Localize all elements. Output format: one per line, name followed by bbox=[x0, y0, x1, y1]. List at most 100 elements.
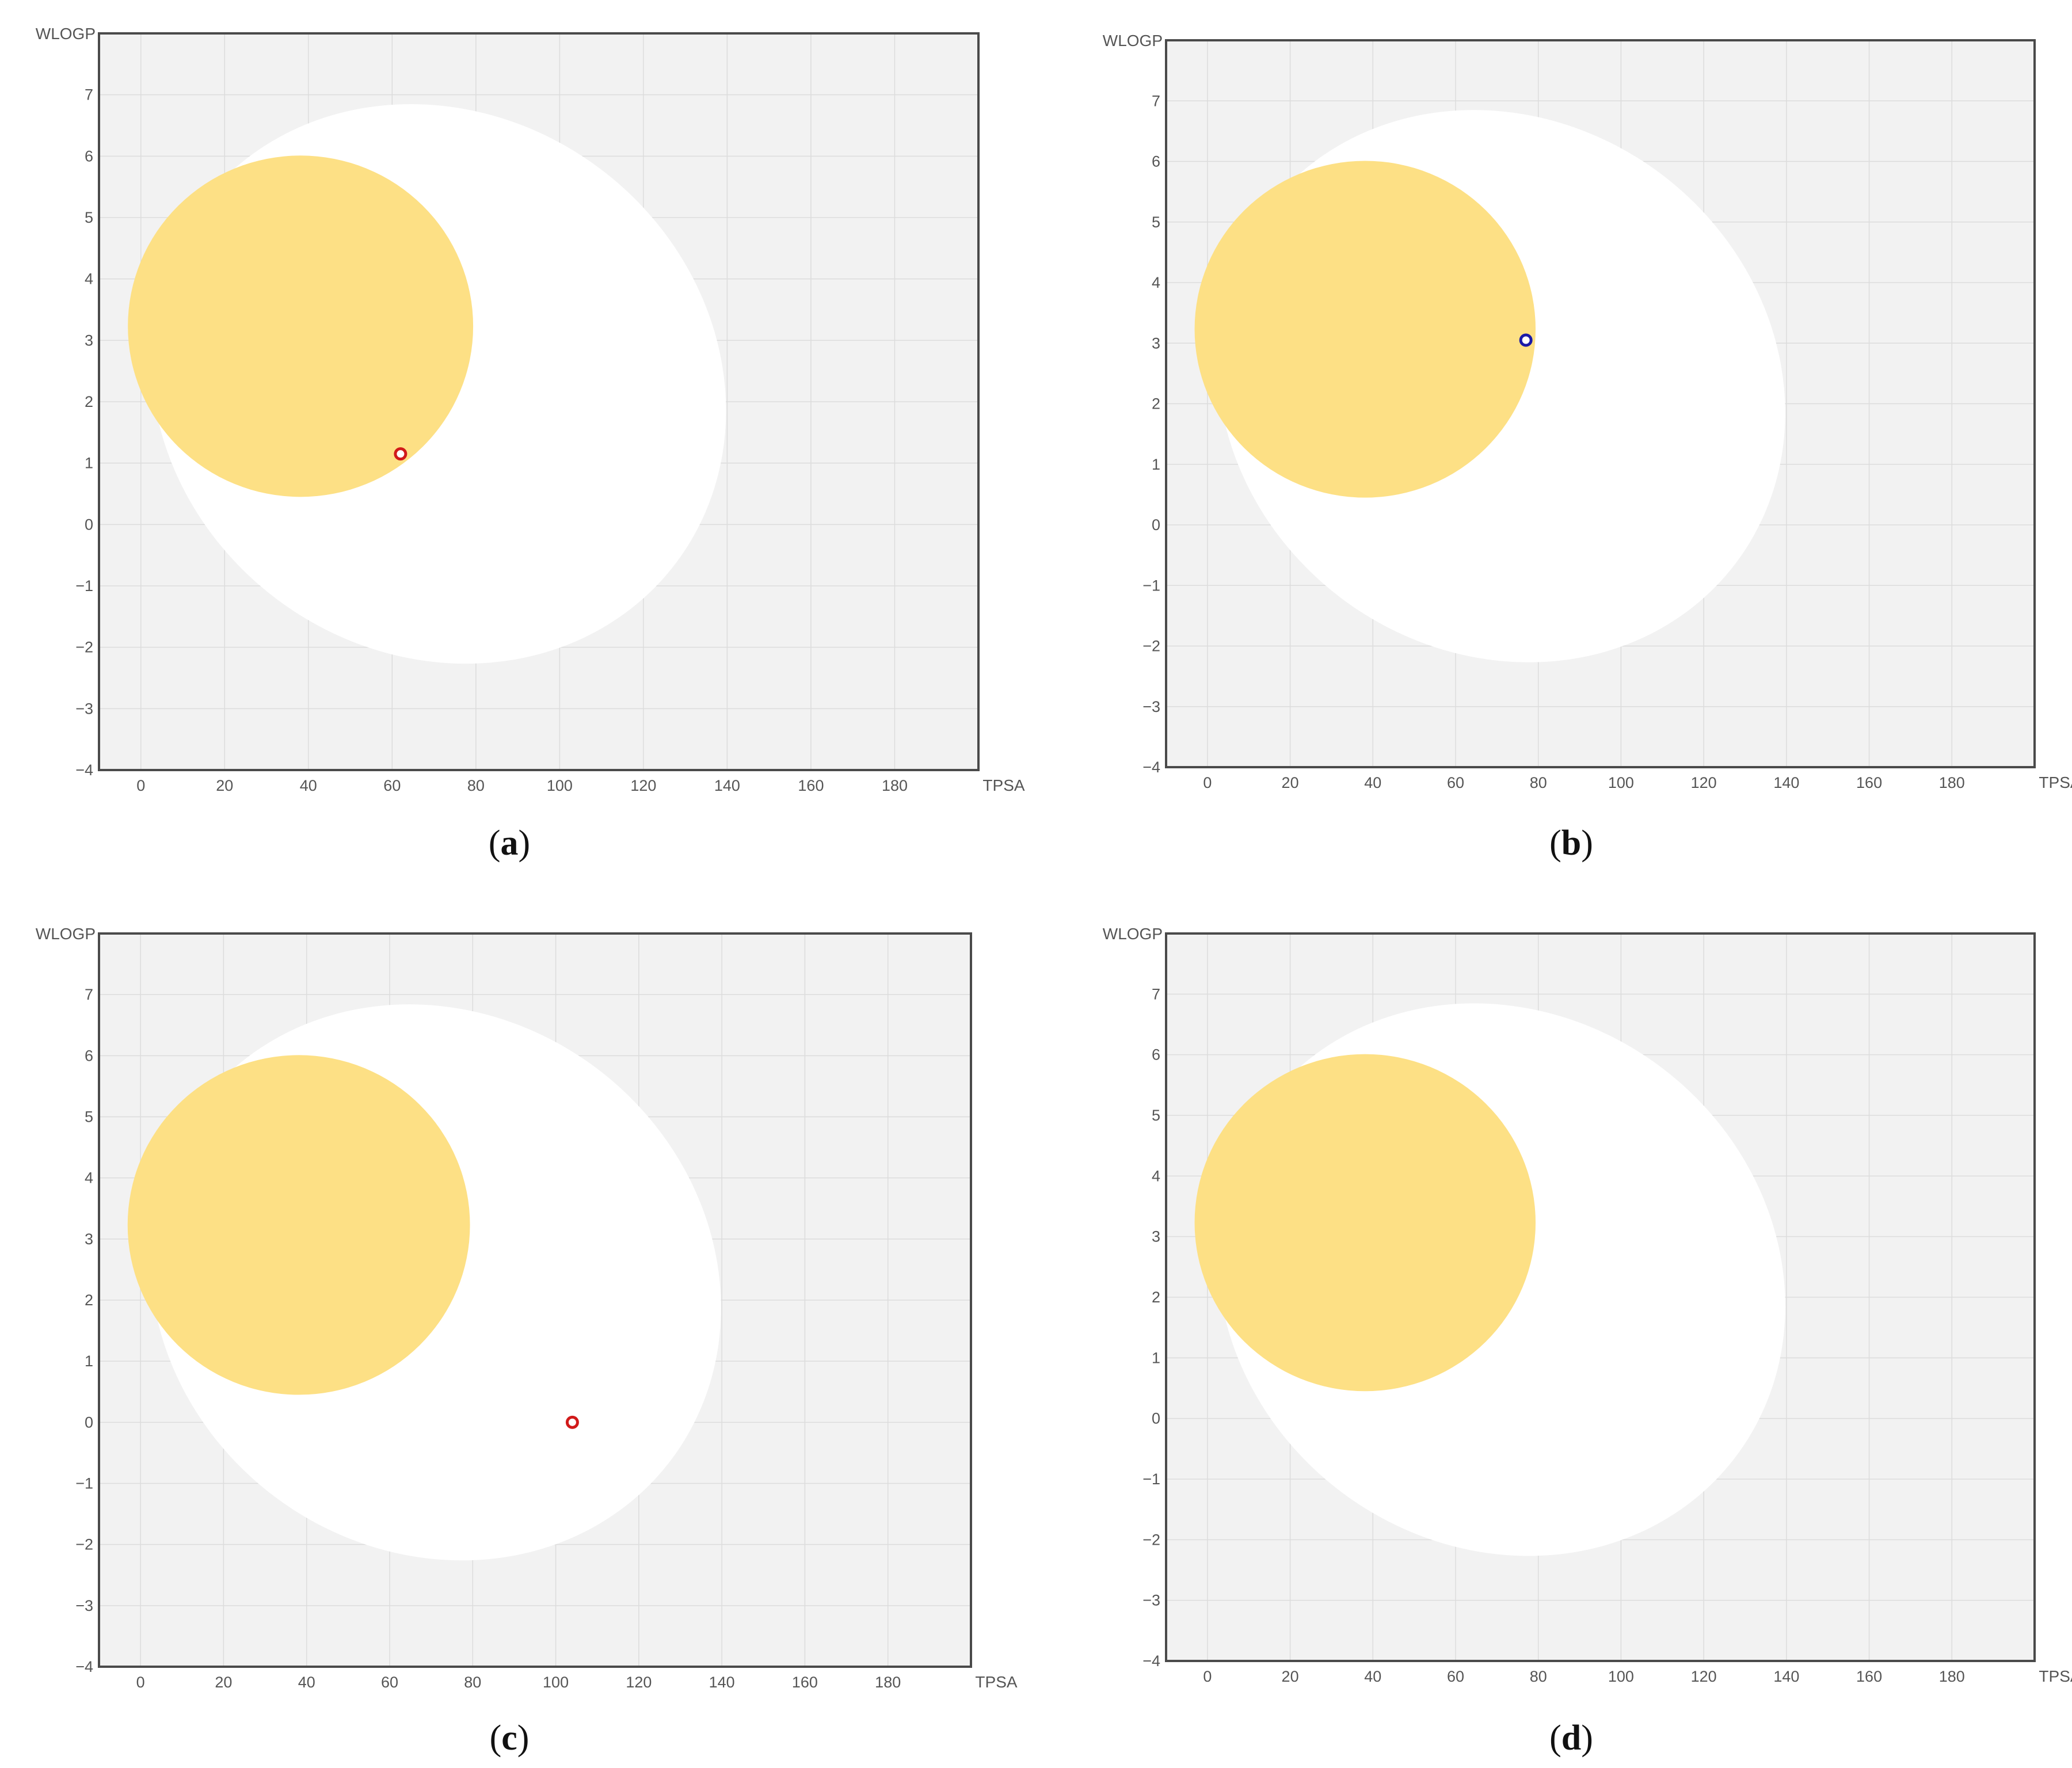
caption-b: (b) bbox=[1549, 824, 1593, 863]
x-tick-label: 120 bbox=[630, 777, 656, 794]
y-tick-label: 4 bbox=[85, 270, 93, 288]
y-tick-label: 7 bbox=[1152, 92, 1160, 109]
x-tick-label: 60 bbox=[381, 1674, 398, 1691]
y-tick-label: 1 bbox=[1152, 1349, 1160, 1366]
y-tick-label: 1 bbox=[85, 455, 93, 472]
y-tick-label: 4 bbox=[85, 1169, 93, 1187]
y-tick-label: −4 bbox=[75, 1658, 93, 1675]
y-tick-label: 7 bbox=[1152, 985, 1160, 1003]
y-tick-label: −4 bbox=[75, 761, 93, 779]
molecule-point bbox=[565, 1415, 579, 1429]
x-tick-label: 20 bbox=[215, 1674, 232, 1691]
x-tick-label: 120 bbox=[1691, 774, 1717, 791]
bbb-yolk-region bbox=[128, 155, 474, 497]
y-axis-title: WLOGP bbox=[36, 25, 96, 43]
x-tick-label: 20 bbox=[216, 777, 233, 794]
caption-d: (d) bbox=[1549, 1719, 1593, 1758]
y-tick-label: 5 bbox=[85, 1108, 93, 1126]
y-tick-label: 2 bbox=[1152, 395, 1160, 413]
x-tick-label: 100 bbox=[1608, 1668, 1634, 1685]
y-tick-label: −4 bbox=[1142, 759, 1160, 776]
y-tick-label: 3 bbox=[1152, 1228, 1160, 1245]
chart-panel-a: 0 20 40 60 80 100 120 140 160 180 −4 −3 −2 −1 0 1 2 3 4 5 6 7… bbox=[0, 0, 1036, 884]
x-tick-label: 40 bbox=[1364, 774, 1381, 791]
y-tick-label: −3 bbox=[75, 700, 93, 717]
x-tick-label: 0 bbox=[1203, 1668, 1212, 1685]
x-tick-label: 80 bbox=[1530, 1668, 1547, 1685]
y-axis-title: WLOGP bbox=[1103, 32, 1163, 49]
y-tick-label: −1 bbox=[75, 1475, 93, 1492]
y-tick-label: 1 bbox=[85, 1352, 93, 1370]
y-tick-label: −3 bbox=[1142, 698, 1160, 715]
x-tick-label: 160 bbox=[798, 777, 824, 794]
x-tick-label: 140 bbox=[1773, 774, 1799, 791]
y-tick-label: 4 bbox=[1152, 1167, 1160, 1184]
plot-frame bbox=[1165, 932, 2036, 1662]
x-axis-title: TPSA bbox=[2039, 1667, 2072, 1685]
x-tick-label: 140 bbox=[709, 1674, 735, 1691]
boiled-egg-chart-b: 0 20 40 60 80 100 120 140 160 180 −4 −3 −2 −1 0 1 2 3 4 5 6 7… bbox=[1103, 32, 2072, 791]
x-tick-label: 20 bbox=[1282, 1668, 1299, 1685]
x-tick-label: 180 bbox=[1939, 1668, 1965, 1685]
bbb-yolk-region bbox=[127, 1055, 470, 1395]
x-tick-label: 40 bbox=[300, 777, 317, 794]
y-tick-label: 3 bbox=[85, 1230, 93, 1248]
boiled-egg-chart-a: 0 20 40 60 80 100 120 140 160 180 −4 −3 −2 −1 0 1 2 3 4 5 6 7… bbox=[36, 25, 1025, 794]
x-axis-title: TPSA bbox=[2039, 774, 2072, 791]
y-tick-label: 0 bbox=[85, 1413, 93, 1431]
plot-frame bbox=[1165, 39, 2036, 768]
x-tick-label: 160 bbox=[1856, 774, 1882, 791]
y-tick-label: 2 bbox=[85, 393, 93, 410]
y-tick-label: 5 bbox=[1152, 214, 1160, 231]
y-tick-label: −2 bbox=[1142, 1531, 1160, 1548]
x-tick-label: 0 bbox=[136, 777, 145, 794]
x-tick-label: 40 bbox=[1364, 1668, 1381, 1685]
y-tick-label: 2 bbox=[1152, 1289, 1160, 1306]
chart-panel-d: 0 20 40 60 80 100 120 140 160 180 −4 −3 −2 −1 0 1 2 3 4 5 6 7… bbox=[1036, 884, 2072, 1768]
x-tick-label: 0 bbox=[1203, 774, 1212, 791]
y-tick-label: 0 bbox=[1152, 1410, 1160, 1427]
x-tick-label: 180 bbox=[1939, 774, 1965, 791]
boiled-egg-chart-d: 0 20 40 60 80 100 120 140 160 180 −4 −3 −2 −1 0 1 2 3 4 5 6 7… bbox=[1103, 925, 2072, 1685]
y-tick-label: 4 bbox=[1152, 274, 1160, 291]
x-tick-label: 180 bbox=[882, 777, 908, 794]
x-tick-label: 60 bbox=[1447, 774, 1464, 791]
chart-panel-c: 0 20 40 60 80 100 120 140 160 180 −4 −3 −2 −1 0 1 2 3 4 5 6 7… bbox=[0, 884, 1036, 1768]
plot-frame bbox=[98, 32, 980, 771]
x-tick-label: 100 bbox=[543, 1674, 569, 1691]
x-tick-label: 0 bbox=[136, 1674, 145, 1691]
x-tick-label: 140 bbox=[714, 777, 740, 794]
chart-panel-b: 0 20 40 60 80 100 120 140 160 180 −4 −3 −2 −1 0 1 2 3 4 5 6 7… bbox=[1036, 0, 2072, 884]
y-axis-title: WLOGP bbox=[36, 925, 96, 943]
caption-a: (a) bbox=[488, 824, 531, 863]
y-axis-title: WLOGP bbox=[1103, 925, 1163, 943]
y-tick-label: 3 bbox=[1152, 334, 1160, 352]
y-tick-label: −2 bbox=[75, 1536, 93, 1553]
y-tick-label: 0 bbox=[1152, 516, 1160, 534]
x-axis-title: TPSA bbox=[975, 1673, 1017, 1691]
x-tick-label: 20 bbox=[1282, 774, 1299, 791]
caption-c: (c) bbox=[489, 1719, 530, 1758]
y-tick-label: 7 bbox=[85, 986, 93, 1003]
y-tick-label: −3 bbox=[75, 1597, 93, 1614]
x-tick-label: 120 bbox=[626, 1674, 652, 1691]
x-tick-label: 80 bbox=[464, 1674, 481, 1691]
x-tick-label: 80 bbox=[467, 777, 485, 794]
molecule-point bbox=[1519, 333, 1533, 347]
x-tick-label: 100 bbox=[547, 777, 573, 794]
x-tick-label: 40 bbox=[298, 1674, 315, 1691]
y-tick-label: 6 bbox=[85, 147, 93, 165]
x-tick-label: 180 bbox=[875, 1674, 901, 1691]
y-tick-label: 2 bbox=[85, 1291, 93, 1309]
x-tick-label: 120 bbox=[1691, 1668, 1717, 1685]
y-tick-label: −3 bbox=[1142, 1592, 1160, 1609]
y-tick-label: −1 bbox=[1142, 577, 1160, 594]
x-tick-label: 160 bbox=[792, 1674, 818, 1691]
molecule-point bbox=[394, 447, 407, 461]
x-axis-title: TPSA bbox=[982, 776, 1024, 794]
y-tick-label: −2 bbox=[75, 639, 93, 656]
x-tick-label: 60 bbox=[1447, 1668, 1464, 1685]
y-tick-label: 1 bbox=[1152, 456, 1160, 473]
y-tick-label: 5 bbox=[1152, 1107, 1160, 1124]
boiled-egg-chart-c: 0 20 40 60 80 100 120 140 160 180 −4 −3 −2 −1 0 1 2 3 4 5 6 7… bbox=[36, 925, 1018, 1691]
